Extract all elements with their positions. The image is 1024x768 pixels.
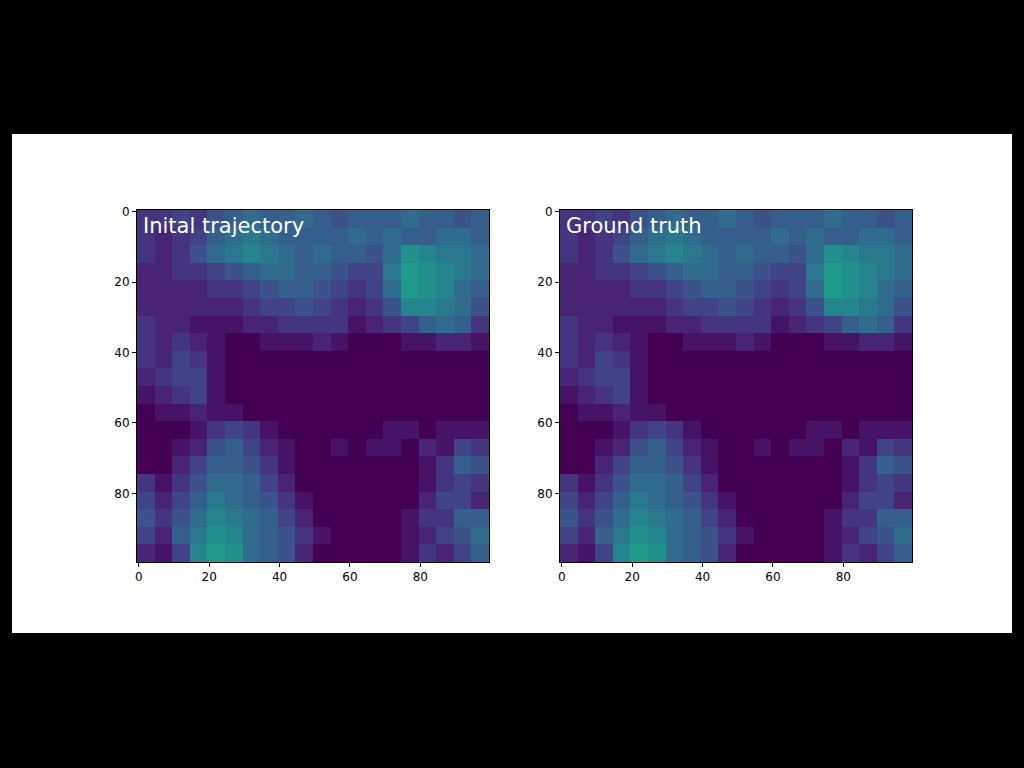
svg-text:60: 60 [342,570,357,584]
svg-text:20: 20 [537,275,552,289]
svg-text:60: 60 [537,416,552,430]
svg-text:60: 60 [114,416,129,430]
svg-text:0: 0 [545,205,553,219]
svg-text:20: 20 [202,570,217,584]
svg-text:20: 20 [625,570,640,584]
svg-text:40: 40 [537,346,552,360]
svg-text:80: 80 [114,487,129,501]
svg-text:60: 60 [765,570,780,584]
svg-text:0: 0 [558,570,566,584]
svg-text:Inital trajectory: Inital trajectory [143,214,304,238]
svg-text:20: 20 [114,275,129,289]
svg-text:40: 40 [114,346,129,360]
svg-text:80: 80 [537,487,552,501]
svg-text:0: 0 [122,205,130,219]
svg-text:40: 40 [695,570,710,584]
svg-text:40: 40 [272,570,287,584]
svg-text:80: 80 [413,570,428,584]
svg-text:Ground truth: Ground truth [566,214,702,238]
svg-text:80: 80 [836,570,851,584]
svg-text:0: 0 [135,570,143,584]
